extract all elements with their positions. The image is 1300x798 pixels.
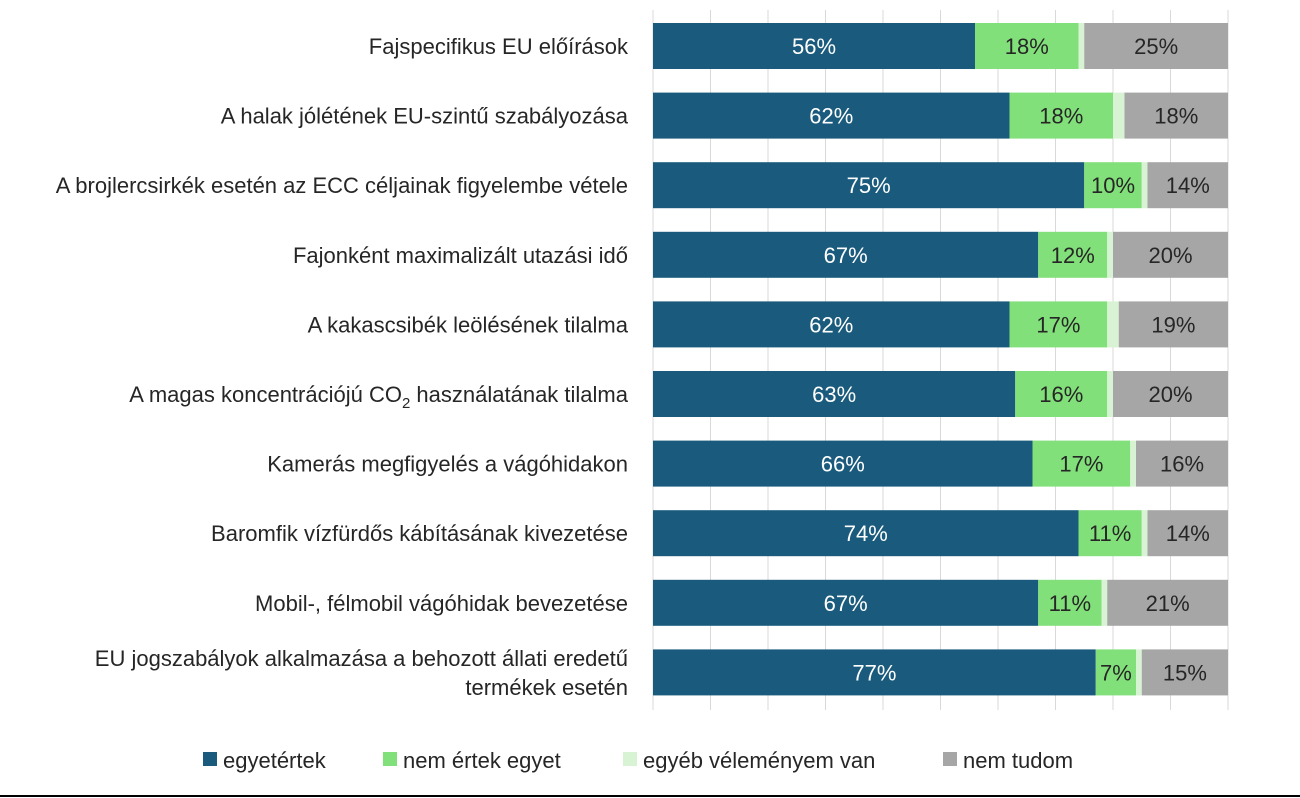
data-label: 56%: [792, 34, 836, 59]
bars: 56% 18% 25% 62% 18% 18% 75% 10% 14% 67% 12% 20% 62% 1…: [653, 23, 1228, 696]
bottom-border-line: [0, 795, 1300, 797]
data-label: 11%: [1089, 521, 1131, 546]
category-label: A brojlercsirkék esetén az ECC céljainak…: [56, 173, 628, 198]
bar-segment: [1009, 92, 1113, 139]
data-label: 14%: [1166, 173, 1210, 198]
bar-segment: [1113, 92, 1125, 139]
data-label: 77%: [852, 660, 896, 685]
bar-segment: [1130, 440, 1136, 487]
bar-segment: [653, 579, 1039, 626]
bar-segment: [653, 231, 1039, 278]
category-label: Kamerás megfigyelés a vágóhidakon: [267, 452, 628, 477]
bar-segment: [975, 23, 1079, 69]
bar-segment: [653, 371, 1016, 417]
bar-segment: [1084, 23, 1228, 69]
bar-segment: [653, 301, 1010, 348]
data-label: 18%: [1039, 104, 1083, 129]
data-label: 67%: [824, 591, 868, 616]
data-label: 74%: [844, 521, 888, 546]
bar-segment: [1136, 440, 1228, 487]
bar-segment: [1124, 92, 1228, 139]
data-label: 16%: [1039, 382, 1083, 407]
bar-segment: [1107, 301, 1119, 348]
data-label: 10%: [1091, 173, 1135, 198]
legend-swatch: [383, 752, 397, 766]
bar-segment: [1107, 579, 1228, 626]
data-label: 62%: [809, 104, 853, 129]
data-label: 11%: [1049, 591, 1091, 616]
data-label: 7%: [1100, 660, 1132, 685]
category-label: Fajonként maximalizált utazási idő: [293, 243, 628, 268]
bar-segment: [1095, 649, 1136, 696]
bar-segment: [653, 649, 1096, 696]
legend: egyetértek nem értek egyet egyéb véleménye…: [203, 748, 1073, 773]
bar-segment: [653, 23, 975, 69]
bar-segment: [1101, 579, 1108, 626]
data-label: 75%: [847, 173, 891, 198]
bar-segment: [1015, 371, 1108, 417]
bar-segment: [1141, 649, 1228, 696]
data-label: 16%: [1160, 452, 1204, 477]
bar-segment: [653, 440, 1033, 487]
data-label: 17%: [1059, 452, 1103, 477]
data-label: 19%: [1151, 312, 1195, 337]
data-label: 63%: [812, 382, 856, 407]
category-label: Baromfik vízfürdős kábításának kivezetés…: [211, 521, 628, 546]
bar-segment: [1032, 440, 1131, 487]
category-label: Mobil-, félmobil vágóhidak bevezetése: [255, 591, 628, 616]
legend-label: egyéb véleményem van: [643, 748, 875, 773]
bar-segment: [1084, 162, 1142, 209]
bar-segment: [1038, 231, 1108, 278]
category-label: A magas koncentrációjú CO2 használatának…: [129, 382, 628, 412]
legend-swatch: [943, 752, 957, 766]
data-label: 21%: [1146, 591, 1190, 616]
data-label: 15%: [1163, 660, 1207, 685]
bar-segment: [1113, 231, 1228, 278]
data-label: 17%: [1036, 312, 1080, 337]
bar-segment: [1118, 301, 1228, 348]
data-label: 18%: [1154, 104, 1198, 129]
legend-swatch: [623, 752, 637, 766]
legend-label: nem értek egyet: [403, 748, 561, 773]
data-label: 20%: [1148, 243, 1192, 268]
bar-segment: [1136, 649, 1142, 696]
data-label: 18%: [1005, 34, 1049, 59]
category-labels: Fajspecifikus EU előírások A halak jólété…: [56, 34, 629, 700]
bar-segment: [653, 92, 1010, 139]
bar-segment: [1078, 23, 1085, 69]
data-label: 20%: [1148, 382, 1192, 407]
bar-segment: [653, 162, 1085, 209]
category-label: EU jogszabályok alkalmazása a behozott á…: [95, 646, 628, 700]
legend-swatch: [203, 752, 217, 766]
data-label: 12%: [1051, 243, 1095, 268]
data-label: 14%: [1166, 521, 1210, 546]
bar-segment: [1078, 510, 1142, 557]
bar-segment: [1147, 510, 1228, 557]
bar-segment: [1113, 371, 1228, 417]
data-label: 25%: [1134, 34, 1178, 59]
data-label: 67%: [824, 243, 868, 268]
bar-segment: [1038, 579, 1102, 626]
bar-segment: [1147, 162, 1228, 209]
category-label: A kakascsibék leölésének tilalma: [308, 312, 629, 337]
data-label: 66%: [821, 452, 865, 477]
data-label: 62%: [809, 312, 853, 337]
bar-segment: [1009, 301, 1108, 348]
legend-label: egyetértek: [223, 748, 327, 773]
bar-segment: [1107, 231, 1113, 278]
category-label: Fajspecifikus EU előírások: [369, 34, 629, 59]
category-label: A halak jólétének EU-szintű szabályozása: [221, 104, 629, 129]
bar-segment: [1141, 510, 1148, 557]
bar-segment: [1141, 162, 1148, 209]
legend-label: nem tudom: [963, 748, 1073, 773]
bar-segment: [1107, 371, 1113, 417]
bar-segment: [653, 510, 1079, 557]
